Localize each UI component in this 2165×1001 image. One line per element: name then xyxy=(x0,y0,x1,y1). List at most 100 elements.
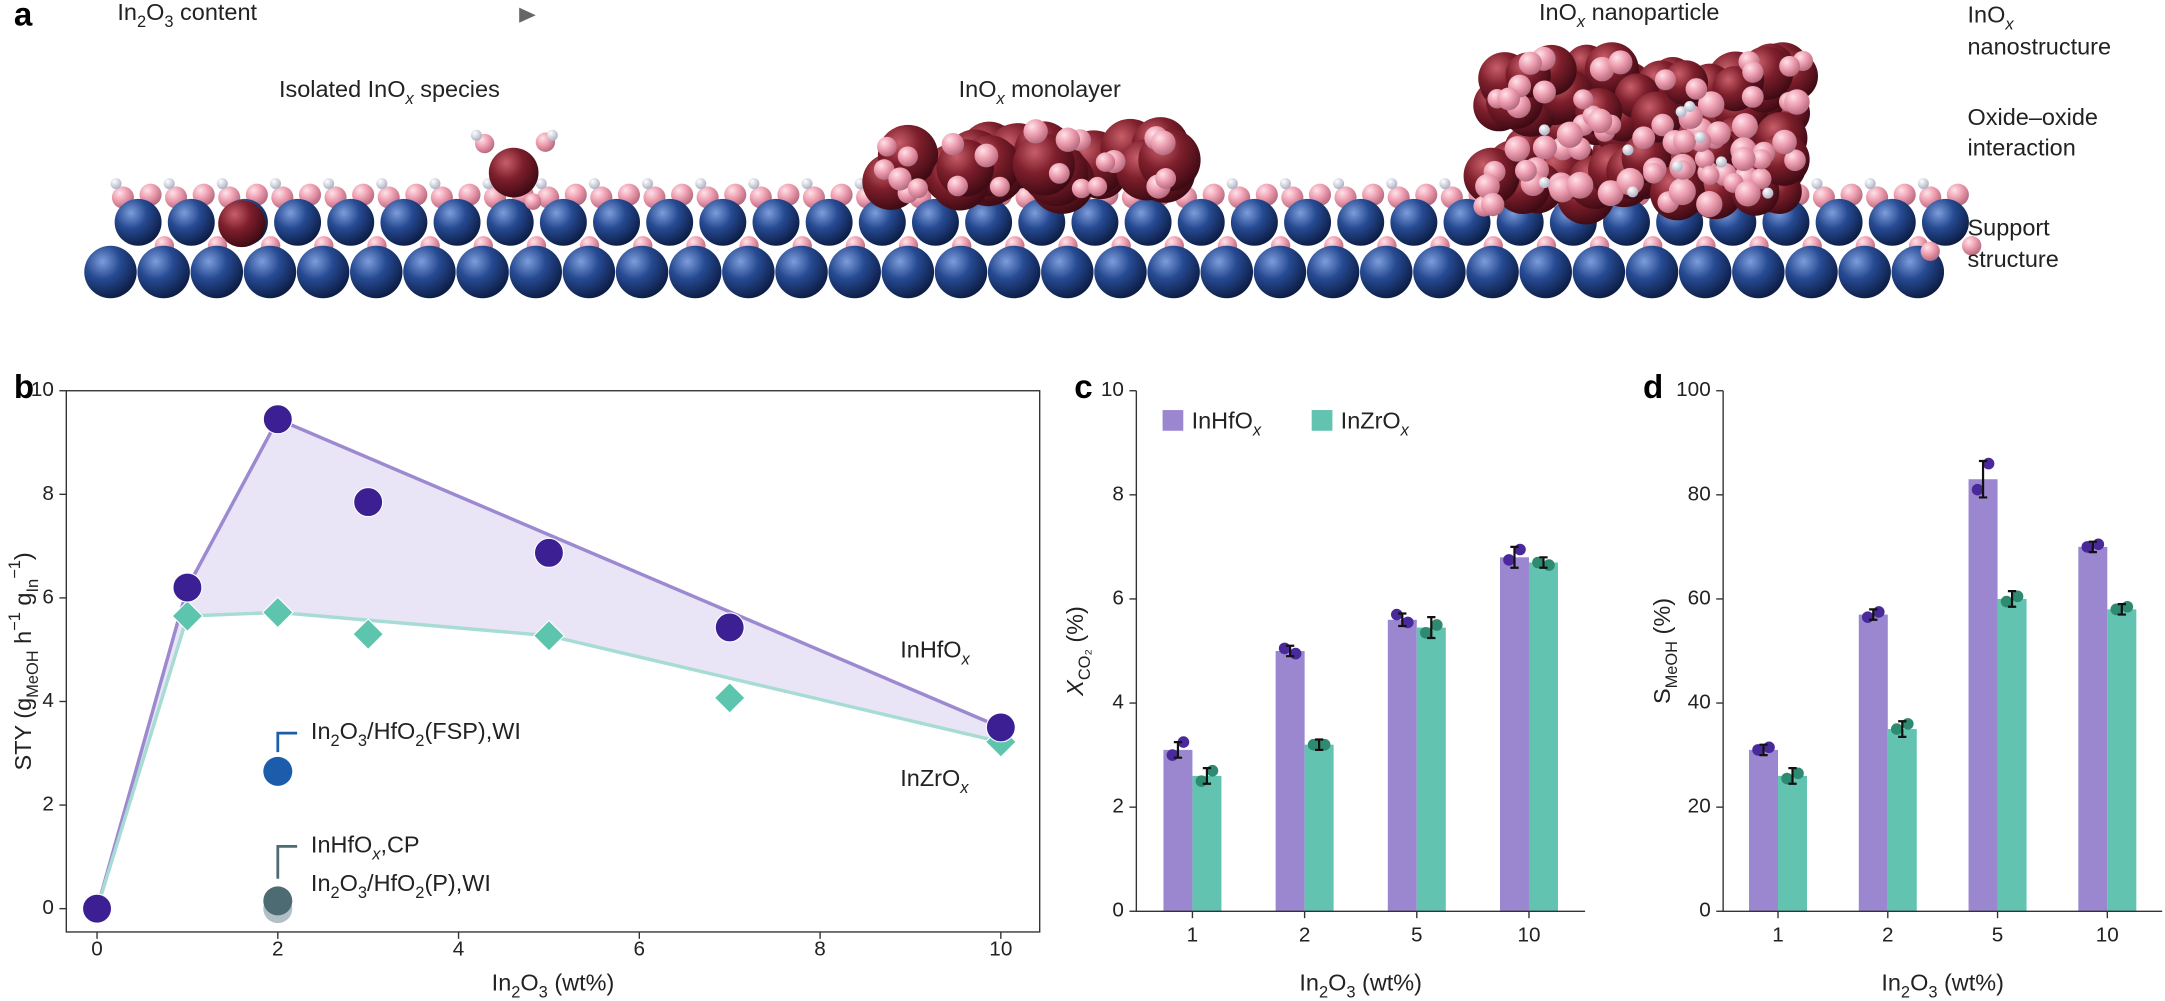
atom xyxy=(1200,245,1254,299)
atom xyxy=(429,178,441,190)
error-bar xyxy=(1202,767,1212,785)
y-tick-label: 0 xyxy=(1699,899,1711,922)
replicate-point xyxy=(1532,556,1544,569)
atom xyxy=(1732,245,1785,299)
text-run: InZrO xyxy=(900,765,960,791)
marker xyxy=(532,619,565,652)
stage-label: InOx nanoparticle xyxy=(1539,0,1719,31)
atom xyxy=(110,178,122,190)
atom xyxy=(1864,178,1876,190)
atom xyxy=(1094,245,1147,299)
atom xyxy=(380,198,428,246)
atom xyxy=(748,178,760,190)
x-tick-label: 4 xyxy=(453,937,465,960)
atom xyxy=(1253,245,1307,299)
text-run: 3 xyxy=(164,13,173,31)
atom xyxy=(539,198,587,246)
text-run: x xyxy=(995,90,1005,108)
text-run: x xyxy=(959,779,969,797)
atom xyxy=(1694,148,1715,169)
envelope-fill xyxy=(97,419,1001,909)
text-run: −1 xyxy=(6,612,24,631)
text-run: In xyxy=(1299,970,1319,996)
y-axis-label: SMeOH (%) xyxy=(1649,598,1681,704)
atom xyxy=(1481,192,1505,217)
replicate-point xyxy=(2092,538,2105,551)
y-axis-label: STY (gMeOH h−1 gIn−1) xyxy=(6,552,42,770)
text-run: x xyxy=(1576,13,1586,31)
atom xyxy=(1587,108,1613,134)
y-tick-label: 0 xyxy=(42,896,54,919)
text-run: g xyxy=(10,593,36,613)
marker xyxy=(533,537,564,568)
atom xyxy=(376,178,388,190)
atom xyxy=(965,198,1013,246)
atom xyxy=(1811,178,1823,190)
text-run: x xyxy=(2004,16,2014,34)
text-run: X xyxy=(1062,679,1088,697)
text-run: In xyxy=(117,0,137,25)
atom xyxy=(1597,180,1624,207)
atom xyxy=(1868,198,1916,246)
bar xyxy=(1858,614,1888,912)
atom xyxy=(1742,61,1764,83)
atom xyxy=(1475,173,1500,199)
atom xyxy=(1466,245,1519,299)
text-run: InO xyxy=(1968,2,2006,28)
error-bar xyxy=(1510,545,1519,569)
atom xyxy=(1333,178,1345,190)
text-run: 3 xyxy=(358,732,367,750)
atom xyxy=(642,178,654,190)
text-run: O xyxy=(340,718,358,744)
x-axis-label: In2O3 (wt%) xyxy=(1881,970,2004,1001)
atom xyxy=(327,198,375,246)
atom xyxy=(1779,55,1800,77)
atom xyxy=(433,198,481,246)
atom xyxy=(1023,119,1048,144)
text-run: 3 xyxy=(539,984,548,1001)
text-run: 2 xyxy=(415,732,424,750)
bar xyxy=(1387,619,1417,912)
atom xyxy=(1538,124,1550,136)
atom xyxy=(509,245,562,299)
text-run: species xyxy=(414,76,500,102)
replicate-point xyxy=(1752,744,1764,756)
marker xyxy=(81,893,113,924)
atom xyxy=(1226,178,1238,190)
marker xyxy=(353,487,384,518)
atom xyxy=(1671,160,1683,172)
atom xyxy=(1413,245,1466,299)
text-run: x xyxy=(1252,422,1262,440)
atom xyxy=(1556,121,1583,148)
atom xyxy=(1177,198,1225,246)
marker xyxy=(262,404,293,435)
atom xyxy=(752,198,800,246)
text-run: 3 xyxy=(1346,984,1355,1001)
y-tick-label: 10 xyxy=(31,378,54,401)
text-run: In xyxy=(311,718,331,744)
bar xyxy=(1778,775,1808,912)
y-tick-label: 0 xyxy=(1112,899,1124,922)
text-run: O xyxy=(1328,970,1346,996)
text-run: O xyxy=(1910,970,1928,996)
replicate-point xyxy=(1278,642,1291,655)
text-run: STY (g xyxy=(10,698,36,771)
replicate-point xyxy=(1307,738,1320,751)
replicate-point xyxy=(1166,749,1179,761)
atom xyxy=(1627,186,1639,198)
replicate-point xyxy=(1206,764,1219,777)
level-label: nanostructure xyxy=(1968,34,2112,60)
atom xyxy=(588,178,600,190)
replicate-point xyxy=(1861,611,1874,623)
panel-label: b xyxy=(14,369,34,406)
y-tick-label: 2 xyxy=(42,793,54,816)
atom xyxy=(84,245,137,299)
atom xyxy=(1685,78,1708,100)
text-run: InHfO xyxy=(1192,408,1253,434)
error-bar xyxy=(2117,603,2126,616)
text-run: x xyxy=(961,651,971,669)
atom xyxy=(1731,146,1756,172)
atom xyxy=(695,178,707,190)
atom xyxy=(1920,241,1940,261)
